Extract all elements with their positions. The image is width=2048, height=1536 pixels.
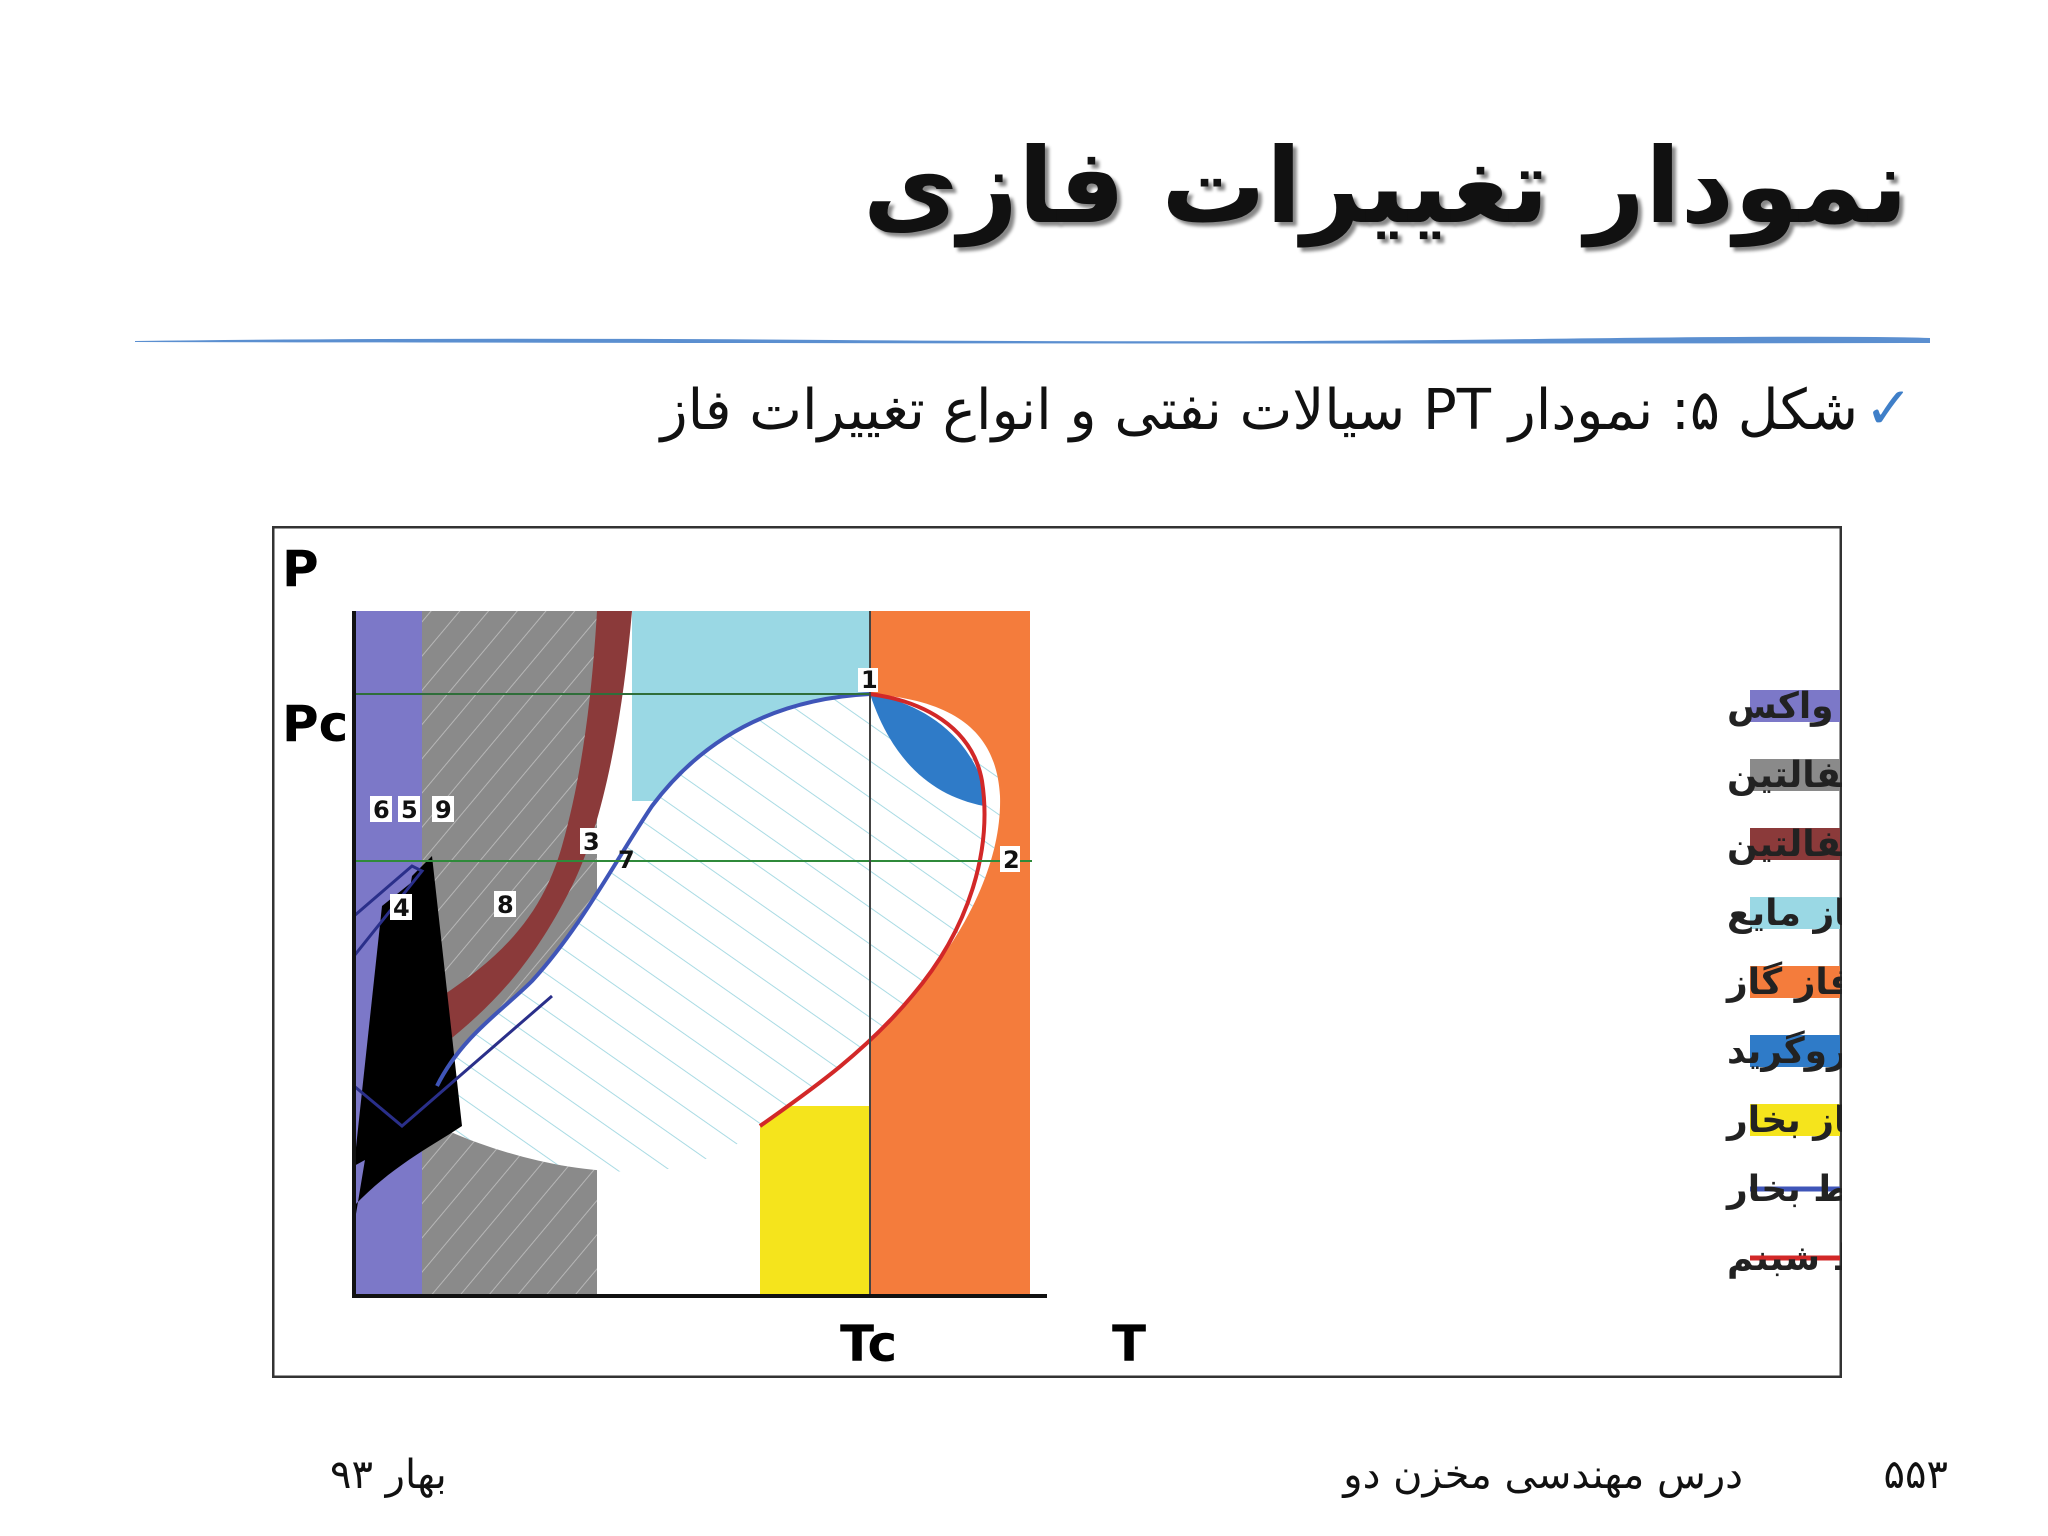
legend-swatch-7 [1750, 1104, 1840, 1136]
footer-term: بهار ۹۳ [330, 1452, 447, 1498]
legend-label-7: فاز بخار [1725, 1100, 1842, 1141]
vapor-phase-region [760, 1106, 870, 1296]
legend-label-3: رسوب آسفالتین [1727, 821, 1842, 865]
point-label-2: 2 [1003, 846, 1020, 874]
legend-swatch-6 [1750, 1035, 1840, 1067]
legend-label-4: فاز مایع [1727, 893, 1842, 934]
axis-pc-label: Pc [282, 695, 348, 753]
legend-swatch-3 [1750, 828, 1840, 860]
figure-caption: شکل ۵: نمودار PT سیالات نفتی و انواع تغی… [660, 378, 1858, 443]
point-label-9: 9 [435, 796, 452, 824]
legend: ایجاد واکس ایجاد کلوییداستریکآسفالتین رسوب… [1725, 686, 1842, 1279]
checkmark-icon: ✓ [1864, 374, 1913, 442]
retrograde-region [870, 694, 984, 806]
axis-t-label: T [1112, 1315, 1146, 1373]
point-label-8: 8 [497, 891, 514, 919]
legend-swatch-5 [1750, 966, 1840, 998]
legend-swatch-1 [1750, 690, 1840, 722]
point-label-4: 4 [393, 894, 410, 922]
legend-label-8: خط نقاط بخار [1725, 1169, 1842, 1210]
point-label-7: 7 [618, 846, 635, 874]
axis-tc-label: Tc [840, 1315, 897, 1373]
phase-diagram: P Pc Tc T 1 2 3 4 5 6 7 8 9 ایجاد واکسای… [272, 526, 1842, 1378]
legend-swatch-4 [1750, 897, 1840, 929]
point-label-5: 5 [401, 796, 418, 824]
legend-label-2: ایجاد کلوییداستریکآسفالتین [1727, 752, 1842, 796]
point-label-6: 6 [373, 796, 390, 824]
point-label-1: 1 [861, 666, 878, 694]
axis-p-label: P [282, 540, 319, 598]
legend-label-5: فاز گاز [1725, 961, 1842, 1003]
legend-label-6: میعاناترتروگرید [1727, 1030, 1842, 1072]
footer-page-number: ۵۵۳ [1883, 1452, 1948, 1498]
slide-title: نمودار تغییرات فازی [862, 125, 1908, 247]
title-divider [135, 336, 1930, 344]
legend-label-1: ایجاد واکس [1727, 686, 1842, 727]
footer-course-name: درس مهندسی مخزن دو [1343, 1452, 1743, 1498]
point-label-3: 3 [583, 828, 600, 856]
legend-label-9: خط نقاط شبنم [1727, 1238, 1842, 1279]
legend-swatch-2 [1750, 759, 1840, 791]
